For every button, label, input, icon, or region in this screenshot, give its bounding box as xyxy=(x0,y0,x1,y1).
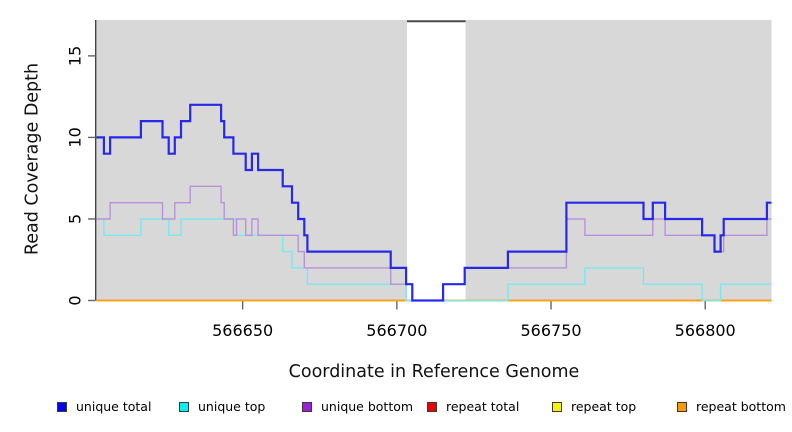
y-axis-tick-label: 0 xyxy=(66,295,85,305)
legend-item-repeat-bottom: repeat bottom xyxy=(677,399,786,415)
legend-swatch-repeat-bottom xyxy=(677,402,687,412)
y-axis-tick-label: 15 xyxy=(66,46,85,66)
x-axis-tick-label: 566750 xyxy=(520,321,581,340)
series-line-unique-bottom xyxy=(96,185,772,302)
legend-item-unique-top: unique top xyxy=(179,399,265,415)
legend-swatch-repeat-total xyxy=(427,402,437,412)
legend-label: unique bottom xyxy=(321,399,414,414)
y-axis-tick-label: 10 xyxy=(66,127,85,147)
x-axis-tick-label: 566800 xyxy=(675,321,736,340)
y-axis-title: Read Coverage Depth xyxy=(22,62,43,256)
series-line-unique-total xyxy=(96,103,772,302)
x-axis-title: Coordinate in Reference Genome xyxy=(288,362,580,382)
legend-label: repeat bottom xyxy=(696,399,786,414)
legend-item-unique-bottom: unique bottom xyxy=(302,399,413,415)
legend-item-repeat-top: repeat top xyxy=(552,399,636,415)
legend-label: repeat total xyxy=(446,399,520,414)
legend-label: unique top xyxy=(198,399,266,414)
x-axis-tick-label: 566700 xyxy=(366,321,427,340)
legend: unique total unique top unique bottom re… xyxy=(0,399,792,419)
legend-swatch-unique-bottom xyxy=(302,402,312,412)
legend-item-unique-total: unique total xyxy=(57,399,151,415)
legend-label: repeat top xyxy=(571,399,637,414)
legend-item-repeat-total: repeat total xyxy=(427,399,519,415)
y-axis-tick-label: 5 xyxy=(66,214,85,224)
reference-gap-band xyxy=(407,20,466,301)
legend-swatch-unique-total xyxy=(57,402,67,412)
legend-label: unique total xyxy=(76,399,152,414)
legend-swatch-repeat-top xyxy=(552,402,562,412)
x-axis-tick-label: 566650 xyxy=(212,321,273,340)
legend-swatch-unique-top xyxy=(179,402,189,412)
